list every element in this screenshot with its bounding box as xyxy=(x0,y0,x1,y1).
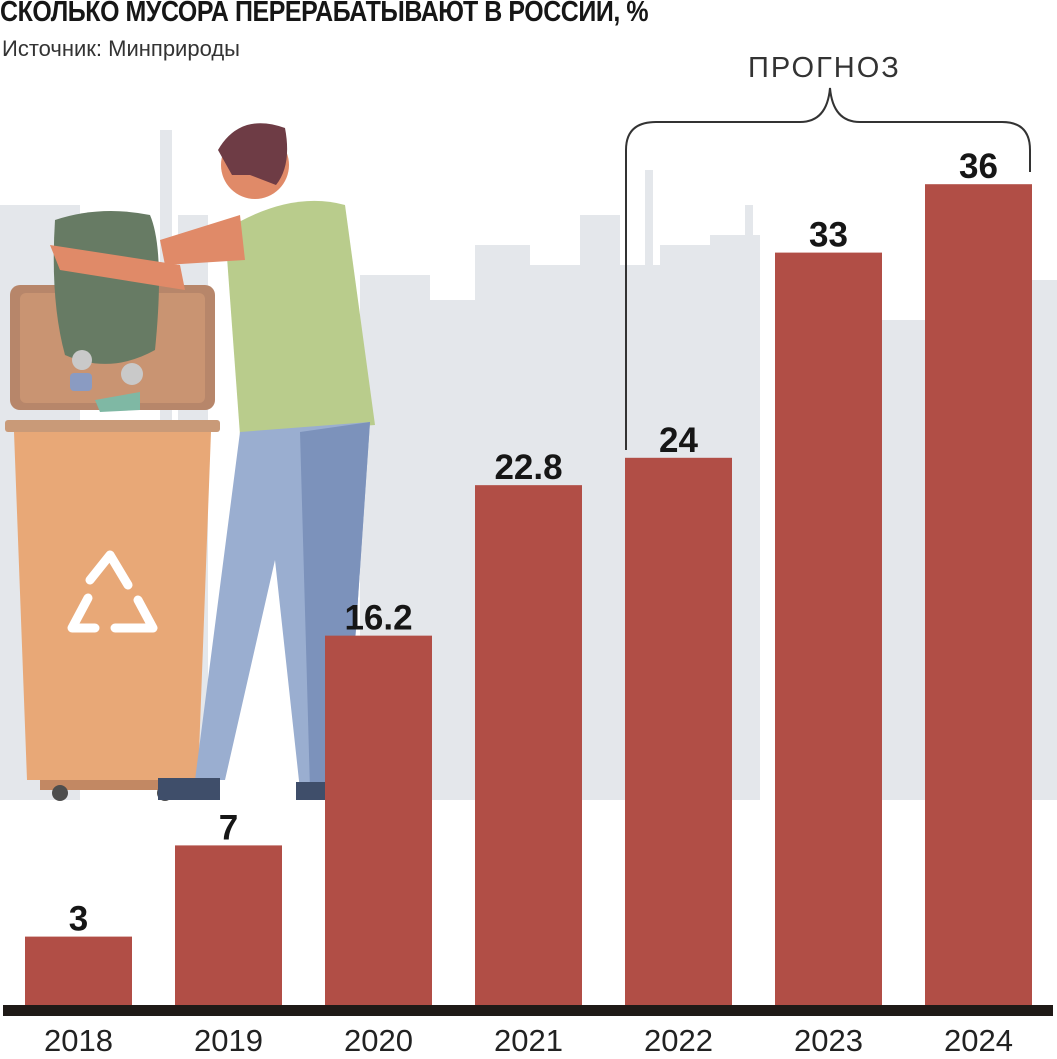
garbage-bag-icon xyxy=(53,211,159,412)
bar-2023 xyxy=(775,252,882,1006)
tick-label-2023: 2023 xyxy=(794,1023,863,1054)
tick-label-2019: 2019 xyxy=(194,1023,263,1054)
value-label-2021: 22.8 xyxy=(494,448,562,487)
bars xyxy=(25,184,1032,1006)
bar-2020 xyxy=(325,635,432,1005)
chart-subtitle: Источник: Минприроды xyxy=(2,36,240,61)
illustration xyxy=(5,123,375,801)
baseline-segment xyxy=(303,1005,453,1016)
baseline-segment xyxy=(603,1005,753,1016)
bar-2019 xyxy=(175,845,282,1005)
tick-label-2018: 2018 xyxy=(44,1023,113,1054)
forecast-label: ПРОГНОЗ xyxy=(748,52,901,84)
baseline-segment xyxy=(453,1005,603,1016)
bar-2024 xyxy=(925,184,1032,1005)
baseline-segment xyxy=(903,1005,1053,1016)
baselines xyxy=(3,1005,1053,1016)
value-label-2022: 24 xyxy=(659,421,698,460)
value-label-2020: 16.2 xyxy=(344,599,412,638)
recycle-icon xyxy=(67,550,158,633)
baseline-segment xyxy=(3,1005,153,1016)
value-label-2023: 33 xyxy=(809,216,848,255)
forecast-bracket xyxy=(625,87,1031,450)
bar-2022 xyxy=(625,457,732,1005)
tick-label-2024: 2024 xyxy=(944,1023,1013,1054)
value-label-2018: 3 xyxy=(69,900,88,939)
tick-label-2020: 2020 xyxy=(344,1023,413,1054)
value-label-2024: 36 xyxy=(959,147,998,186)
tick-label-2021: 2021 xyxy=(494,1023,563,1054)
tick-labels: 2018 2019 2020 2021 2022 2023 2024 xyxy=(44,1023,1013,1058)
value-labels: 3 7 16.2 22.8 24 33 36 xyxy=(69,147,998,938)
bar-2021 xyxy=(475,485,582,1005)
bar-2018 xyxy=(25,936,132,1005)
baseline-segment xyxy=(753,1005,903,1016)
tick-label-2022: 2022 xyxy=(644,1023,713,1054)
chart-title: СКОЛЬКО МУСОРА ПЕРЕРАБАТЫВАЮТ В РОССИИ, … xyxy=(0,0,649,28)
baseline-segment xyxy=(153,1005,303,1016)
value-label-2019: 7 xyxy=(219,808,238,847)
